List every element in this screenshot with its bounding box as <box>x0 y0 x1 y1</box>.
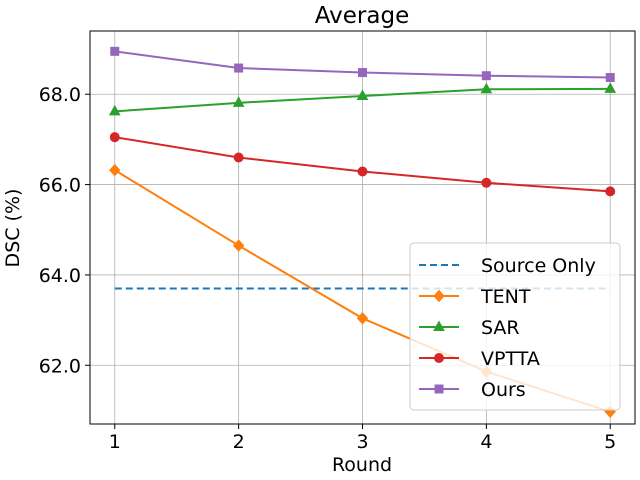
legend-marker-tent <box>433 289 445 303</box>
data-point-vptta <box>109 132 120 143</box>
data-point-vptta <box>481 177 492 188</box>
legend-marker-ours <box>434 384 444 394</box>
y-axis-label: DSC (%) <box>2 189 24 268</box>
data-point-sar <box>108 104 121 116</box>
series-ours <box>110 46 615 83</box>
plot-frame <box>89 30 636 425</box>
y-tick-label: 62.0 <box>39 355 81 377</box>
chart-title: Average <box>315 3 409 29</box>
legend-label-tent: TENT <box>480 286 531 308</box>
legend-marker-vptta <box>434 353 444 363</box>
legend-label-sar: SAR <box>481 317 520 339</box>
data-point-vptta <box>605 186 616 197</box>
legend-label-source-only: Source Only <box>481 255 596 277</box>
y-tick-label: 68.0 <box>39 84 81 106</box>
x-tick-label: 4 <box>480 431 492 453</box>
x-tick-label: 5 <box>604 431 616 453</box>
legend: Source Only TENT SAR VPTTA Ours <box>409 242 621 411</box>
data-point-ours <box>110 46 120 56</box>
legend-label-vptta: VPTTA <box>481 348 540 370</box>
data-point-sar <box>232 96 245 107</box>
x-tick-label: 3 <box>356 431 368 453</box>
data-point-tent <box>232 239 245 252</box>
legend-label-ours: Ours <box>481 379 526 401</box>
data-point-tent <box>109 163 121 177</box>
data-point-ours <box>234 63 244 73</box>
data-point-ours <box>605 73 615 83</box>
series-vptta <box>109 132 616 197</box>
data-point-ours <box>481 71 491 81</box>
axis-ticks: 1 2 3 4 5 62.0 64.0 66.0 68.0 <box>39 84 617 453</box>
data-point-tent <box>356 312 369 325</box>
data-point-vptta <box>357 166 368 177</box>
data-point-sar <box>480 82 493 94</box>
x-axis-label: Round <box>332 454 392 476</box>
x-tick-label: 1 <box>109 431 121 453</box>
series-sar <box>108 82 617 116</box>
data-point-sar <box>604 82 617 93</box>
data-point-ours <box>358 68 367 78</box>
y-tick-label: 64.0 <box>39 265 81 287</box>
data-point-vptta <box>233 152 244 163</box>
y-tick-label: 66.0 <box>39 175 81 197</box>
legend-marker-sar <box>433 320 445 331</box>
legend-box <box>409 242 621 411</box>
x-tick-label: 2 <box>233 431 245 453</box>
data-point-sar <box>356 89 369 101</box>
